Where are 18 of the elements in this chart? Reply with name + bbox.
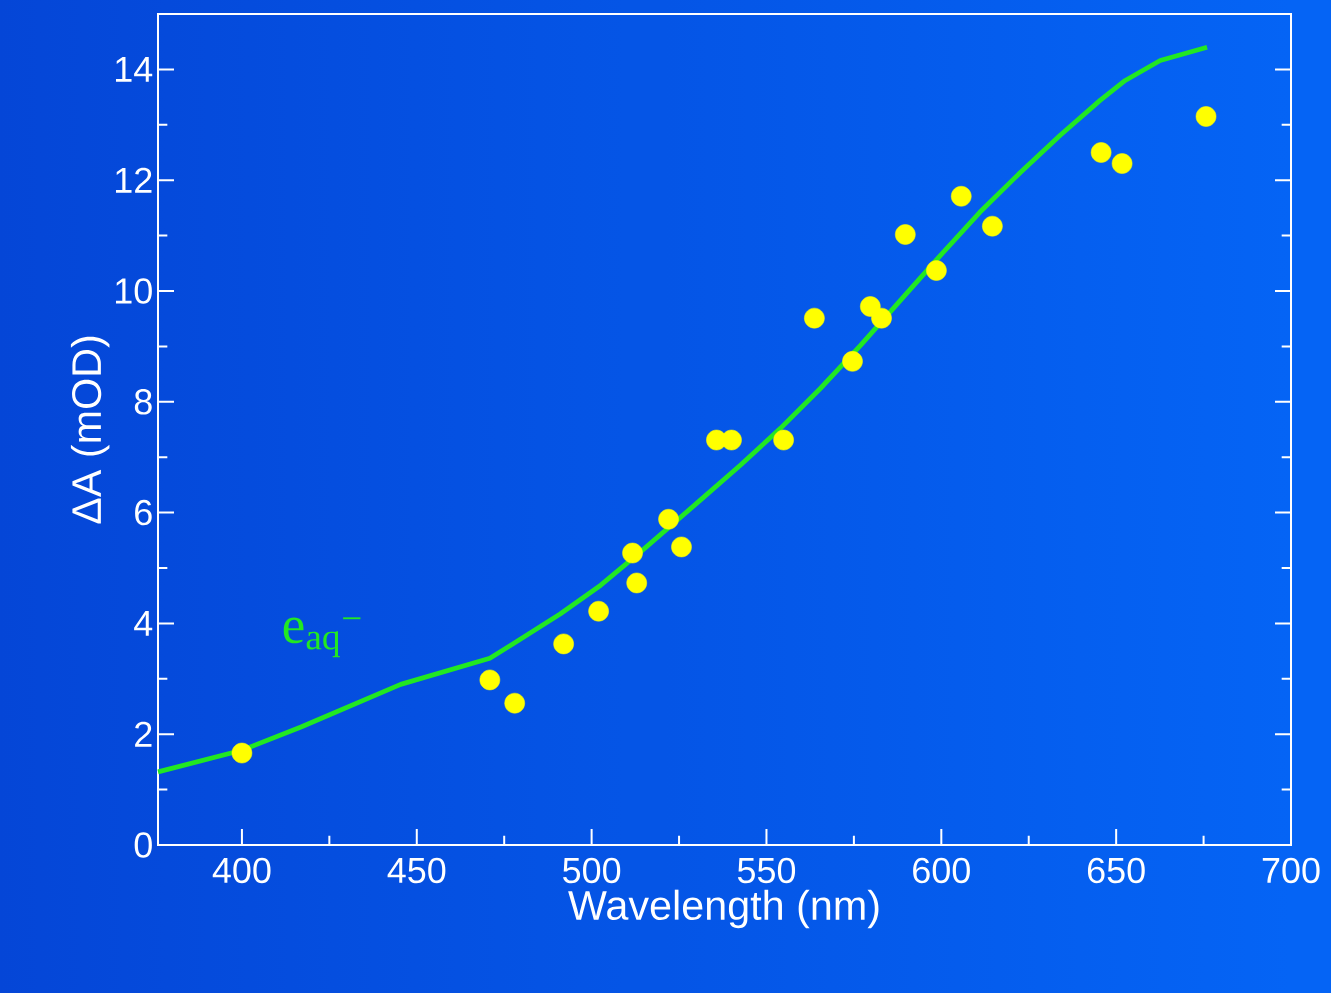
- y-tick-label: 12: [115, 167, 152, 193]
- y-tick-label: 8: [134, 389, 152, 415]
- x-tick-label: 450: [387, 857, 446, 884]
- y-tick-label: 0: [134, 832, 152, 858]
- x-axis-title: Wavelength (nm): [568, 889, 879, 929]
- x-tick-label: 650: [1087, 857, 1145, 884]
- y-tick-label: 10: [115, 278, 152, 304]
- x-tick-label: 500: [563, 857, 621, 884]
- y-tick-label: 2: [135, 721, 152, 747]
- x-tick-label: 400: [212, 857, 271, 884]
- annotation: e$_{aq}$$^{−}$: [283, 617, 361, 658]
- y-tick-label: 14: [115, 57, 153, 82]
- y-tick-label: 4: [134, 611, 153, 636]
- x-tick-label: 600: [913, 857, 970, 884]
- y-tick-label: 6: [135, 499, 152, 526]
- x-tick-label: 700: [1262, 857, 1320, 884]
- y-axis-title: ΔA (mOD): [70, 336, 110, 524]
- x-tick-label: 550: [737, 857, 796, 884]
